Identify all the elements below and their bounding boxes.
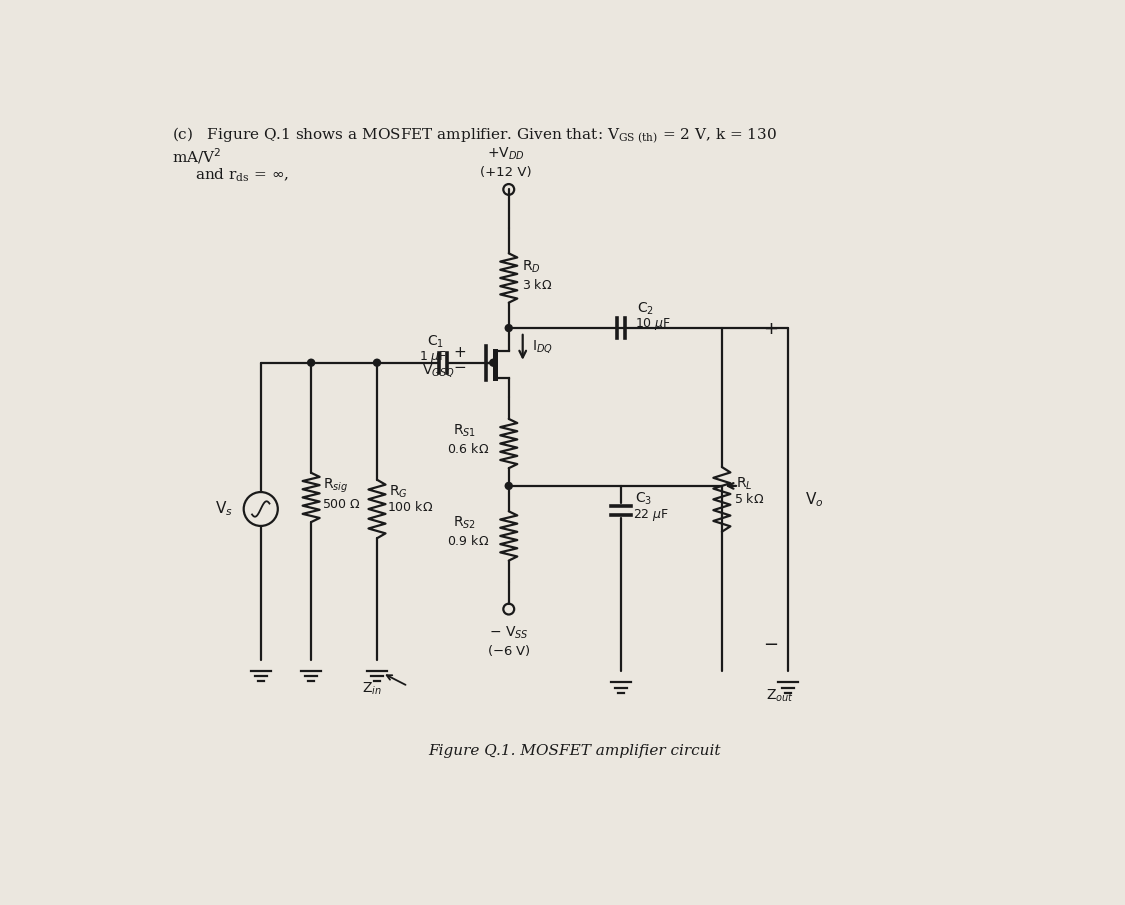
Text: 100 k$\Omega$: 100 k$\Omega$ — [387, 500, 433, 513]
Text: I$_{DQ}$: I$_{DQ}$ — [532, 338, 554, 355]
Text: R$_{sig}$: R$_{sig}$ — [323, 476, 348, 495]
Text: R$_G$: R$_G$ — [388, 483, 407, 500]
Text: and r$_{\mathregular{ds}}$ = $\infty$,: and r$_{\mathregular{ds}}$ = $\infty$, — [195, 167, 289, 184]
Text: $-$: $-$ — [763, 634, 778, 652]
Text: Z$_{out}$: Z$_{out}$ — [766, 688, 794, 704]
Text: mA/V$^2$: mA/V$^2$ — [172, 147, 222, 166]
Text: C$_3$: C$_3$ — [636, 491, 652, 507]
Text: C$_2$: C$_2$ — [637, 300, 654, 317]
Text: 500 $\Omega$: 500 $\Omega$ — [322, 499, 361, 511]
Text: 1 $\mu$F: 1 $\mu$F — [420, 348, 448, 365]
Text: (+12 V): (+12 V) — [480, 166, 531, 178]
Text: R$_{S1}$: R$_{S1}$ — [453, 423, 476, 439]
Circle shape — [505, 482, 512, 490]
Text: $-$ V$_{SS}$: $-$ V$_{SS}$ — [489, 624, 529, 641]
Text: V$_{GSQ}$: V$_{GSQ}$ — [422, 362, 454, 379]
Text: 0.6 k$\Omega$: 0.6 k$\Omega$ — [447, 442, 489, 456]
Text: R$_D$: R$_D$ — [522, 258, 541, 275]
Text: +: + — [453, 345, 466, 359]
Text: 5 k$\Omega$: 5 k$\Omega$ — [735, 492, 765, 506]
Circle shape — [505, 325, 512, 331]
Text: $-$: $-$ — [453, 358, 466, 374]
Text: R$_{S2}$: R$_{S2}$ — [453, 515, 476, 531]
Text: Figure Q.1. MOSFET amplifier circuit: Figure Q.1. MOSFET amplifier circuit — [429, 744, 721, 757]
Text: ($-$6 V): ($-$6 V) — [487, 643, 531, 658]
Text: 3 k$\Omega$: 3 k$\Omega$ — [522, 278, 552, 291]
Text: Z$_{in}$: Z$_{in}$ — [361, 681, 381, 697]
Text: +: + — [763, 320, 778, 338]
Text: V$_o$: V$_o$ — [804, 490, 824, 509]
Text: 22 $\mu$F: 22 $\mu$F — [632, 507, 669, 523]
Circle shape — [307, 359, 315, 367]
Text: C$_1$: C$_1$ — [426, 334, 443, 350]
Circle shape — [374, 359, 380, 367]
Text: 0.9 k$\Omega$: 0.9 k$\Omega$ — [447, 534, 489, 548]
Text: 10 $\mu$F: 10 $\mu$F — [636, 316, 672, 331]
Circle shape — [489, 359, 497, 367]
Text: V$_s$: V$_s$ — [215, 500, 233, 519]
Text: (c)   Figure Q.1 shows a MOSFET amplifier. Given that: V$_{\mathregular{GS\ (th): (c) Figure Q.1 shows a MOSFET amplifier.… — [172, 127, 776, 147]
Text: +V$_{DD}$: +V$_{DD}$ — [487, 146, 524, 162]
Text: R$_L$: R$_L$ — [736, 476, 753, 492]
